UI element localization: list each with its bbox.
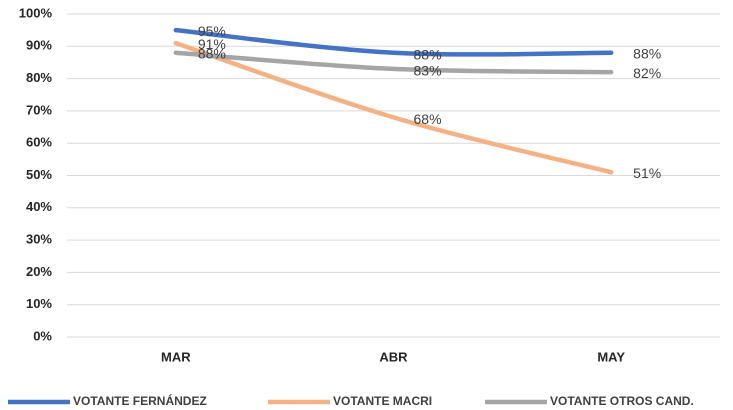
y-tick-label: 20% [26, 264, 52, 279]
legend-label: VOTANTE FERNÁNDEZ [73, 393, 207, 408]
y-tick-label: 50% [26, 167, 52, 182]
y-tick-label: 90% [26, 38, 52, 53]
y-tick-label: 80% [26, 70, 52, 85]
x-tick-label: ABR [379, 349, 408, 364]
data-label: 88% [414, 46, 442, 62]
data-label: 91% [198, 36, 226, 52]
data-label: 95% [198, 23, 226, 39]
series-line [173, 27, 614, 57]
data-label: 83% [414, 63, 442, 79]
y-tick-label: 30% [26, 232, 52, 247]
data-label: 82% [633, 65, 661, 81]
series-line [173, 40, 614, 175]
series-line [173, 50, 614, 75]
x-tick-label: MAR [161, 349, 191, 364]
data-label: 51% [633, 165, 661, 181]
y-tick-label: 40% [26, 199, 52, 214]
legend-label: VOTANTE OTROS CAND. [550, 394, 694, 408]
x-tick-label: MAY [597, 349, 625, 364]
data-label: 88% [633, 45, 661, 61]
data-label: 88% [198, 45, 226, 61]
y-tick-label: 0% [33, 328, 52, 343]
y-tick-label: 10% [26, 296, 52, 311]
y-tick-label: 70% [26, 102, 52, 117]
legend-label: VOTANTE MACRI [333, 394, 432, 408]
data-label: 68% [414, 111, 442, 127]
y-tick-label: 100% [19, 5, 53, 20]
y-tick-label: 60% [26, 135, 52, 150]
